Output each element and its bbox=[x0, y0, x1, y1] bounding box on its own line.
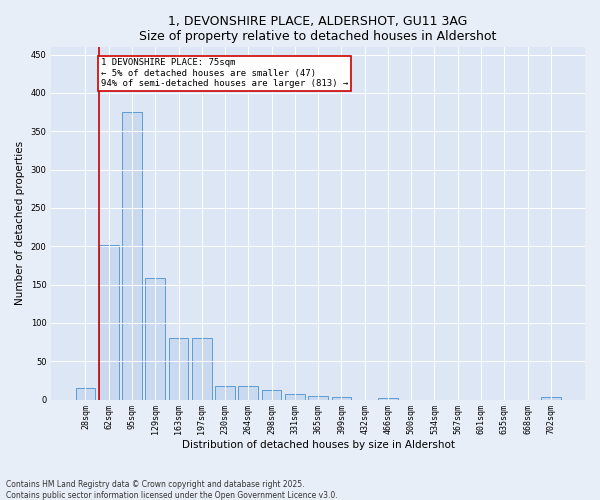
Bar bbox=[192, 338, 212, 400]
Y-axis label: Number of detached properties: Number of detached properties bbox=[15, 141, 25, 306]
Text: 1 DEVONSHIRE PLACE: 75sqm
← 5% of detached houses are smaller (47)
94% of semi-d: 1 DEVONSHIRE PLACE: 75sqm ← 5% of detach… bbox=[101, 58, 349, 88]
Bar bbox=[262, 390, 281, 400]
Bar bbox=[145, 278, 165, 400]
X-axis label: Distribution of detached houses by size in Aldershot: Distribution of detached houses by size … bbox=[182, 440, 455, 450]
Bar bbox=[215, 386, 235, 400]
Bar bbox=[541, 398, 561, 400]
Bar bbox=[238, 386, 258, 400]
Bar bbox=[308, 396, 328, 400]
Bar bbox=[332, 398, 352, 400]
Bar bbox=[169, 338, 188, 400]
Bar bbox=[378, 398, 398, 400]
Title: 1, DEVONSHIRE PLACE, ALDERSHOT, GU11 3AG
Size of property relative to detached h: 1, DEVONSHIRE PLACE, ALDERSHOT, GU11 3AG… bbox=[139, 15, 497, 43]
Text: Contains HM Land Registry data © Crown copyright and database right 2025.
Contai: Contains HM Land Registry data © Crown c… bbox=[6, 480, 338, 500]
Bar bbox=[285, 394, 305, 400]
Bar bbox=[99, 244, 119, 400]
Bar bbox=[76, 388, 95, 400]
Bar bbox=[122, 112, 142, 400]
